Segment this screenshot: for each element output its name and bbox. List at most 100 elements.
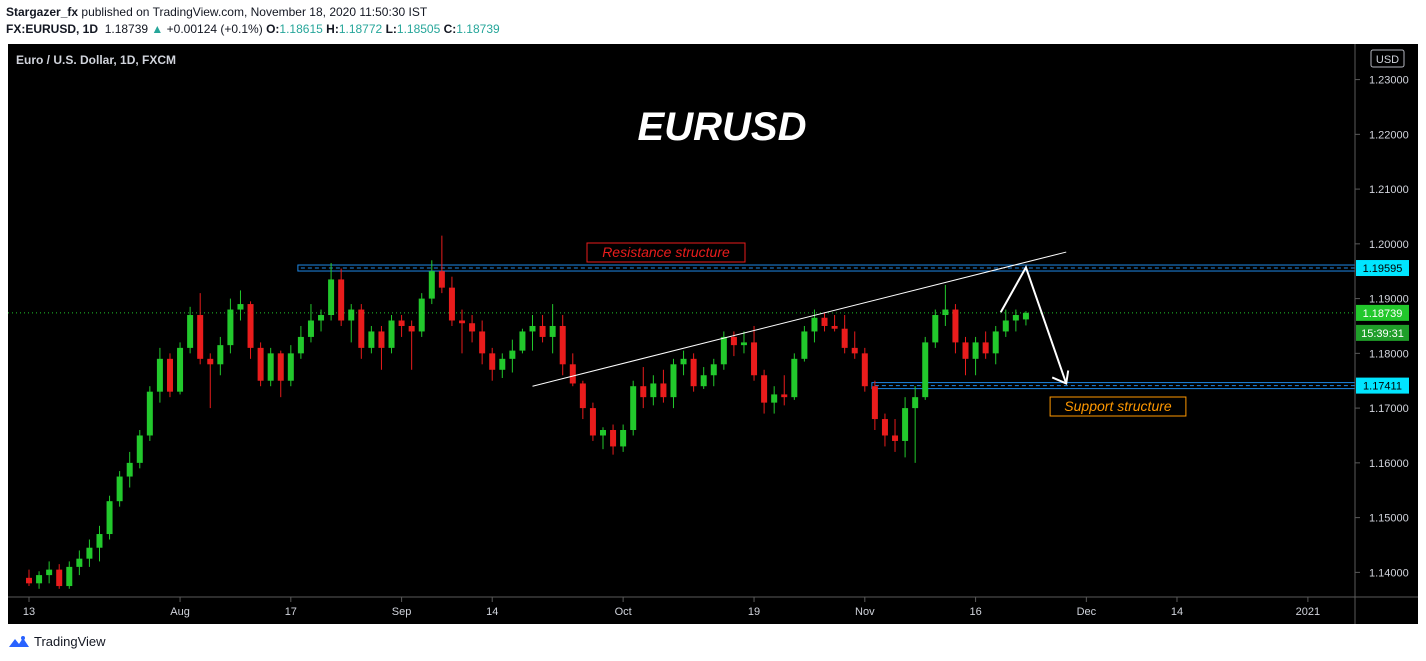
candle-body [781,394,788,398]
candle-body [539,325,546,337]
candle-body [76,558,83,567]
low-label: L: [385,22,397,36]
candle-body [579,383,586,409]
x-tick-label: Sep [392,606,412,618]
x-tick-label: 16 [969,606,981,618]
up-arrow-icon: ▲ [151,22,164,36]
tradingview-logo-icon [9,635,29,647]
low-value: 1.18505 [396,22,441,36]
y-tick-label: 1.17000 [1369,403,1409,415]
candle-body [529,325,536,332]
candle-body [942,309,949,316]
candle-body [972,342,979,359]
candle-body [892,435,899,441]
candle-body [710,364,717,376]
candle-body [811,317,818,332]
candle-body [559,325,566,365]
candle-body [569,364,576,384]
candle-body [177,347,184,392]
author-name[interactable]: Stargazer_fx [6,5,79,19]
resistance-price-label-bg [1356,260,1409,277]
close-label: C: [443,22,457,36]
x-tick-label: Dec [1077,606,1097,618]
x-tick-label: Oct [615,606,632,618]
candle-body [700,375,707,387]
x-tick-label: 19 [748,606,760,618]
candle-body [338,279,345,321]
symbol-label: FX:EURUSD, 1D [6,22,99,36]
candle-countdown-label-bg [1356,324,1409,341]
candle-body [126,462,133,477]
open-value: 1.18615 [279,22,323,36]
candle-body [881,419,888,436]
candle-body [599,430,606,436]
candle-body [328,279,335,316]
candle-body [307,320,314,337]
x-tick-label: Nov [855,606,875,618]
candle-body [489,353,496,370]
candle-body [207,358,214,365]
x-tick-label: 2021 [1296,606,1320,618]
x-tick-label: 17 [285,606,297,618]
candle-body [831,325,838,329]
projection-path[interactable] [999,264,1068,384]
candle-body [851,347,858,354]
candle-body [136,435,143,463]
open-label: O: [266,22,280,36]
candle-body [166,358,173,392]
candle-body [740,342,747,346]
ohlc-line: FX:EURUSD, 1D 1.18739 ▲ +0.00124 (+0.1%)… [6,22,500,36]
y-tick-label: 1.18000 [1369,348,1409,360]
candle-body [56,569,63,587]
currency-badge-box[interactable] [1370,49,1405,68]
candle-body [499,358,506,370]
candle-body [318,315,325,321]
close-value: 1.18739 [456,22,500,36]
ascending-trendline[interactable] [532,251,1067,387]
candle-body [428,271,435,299]
candle-body [86,547,93,559]
candle-body [1002,320,1009,332]
candle-body [257,347,264,381]
candle-body [670,364,677,398]
candle-body [36,575,43,584]
candle-body [821,317,828,326]
support-annotation[interactable]: Support structure [1064,398,1172,414]
candlestick-chart[interactable]: 1.14000 1.15000 1.16000 1.17000 1.18000 1.190… [8,44,1418,624]
y-tick-label: 1.23000 [1369,75,1409,87]
current-price-label: 1.18739 [1363,308,1403,320]
resistance-annotation-box[interactable] [586,242,746,263]
candle-body [418,298,425,332]
y-tick-label: 1.16000 [1369,458,1409,470]
candle-body [388,320,395,348]
candle-body [720,336,727,365]
resistance-annotation[interactable]: Resistance structure [602,244,730,260]
candle-body [459,320,466,324]
candle-body [469,323,476,332]
y-tick-label: 1.20000 [1369,239,1409,251]
x-tick-label: 14 [1171,606,1183,618]
candle-body [509,350,516,359]
candle-body [297,336,304,354]
currency-badge[interactable]: USD [1376,54,1399,66]
tradingview-brand[interactable]: TradingView [34,634,106,649]
candle-countdown-label: 15:39:31 [1361,328,1404,340]
candle-body [761,375,768,403]
candle-body [932,315,939,343]
resistance-price-label: 1.19595 [1363,263,1403,275]
candle-body [982,342,989,354]
support-annotation-box[interactable] [1049,396,1187,417]
candle-body [922,342,929,398]
candle-body [66,566,73,587]
candle-body [197,315,204,359]
last-price: 1.18739 [104,22,149,36]
candle-body [630,386,637,431]
y-tick-label: 1.19000 [1369,294,1409,306]
candle-body [912,397,919,409]
candle-body [902,408,909,441]
support-price-label-bg [1356,377,1409,394]
candle-body [952,309,959,343]
candle-body [479,331,486,354]
chart-area[interactable]: 1.14000 1.15000 1.16000 1.17000 1.18000 1.190… [8,44,1418,624]
candle-body [237,304,244,310]
